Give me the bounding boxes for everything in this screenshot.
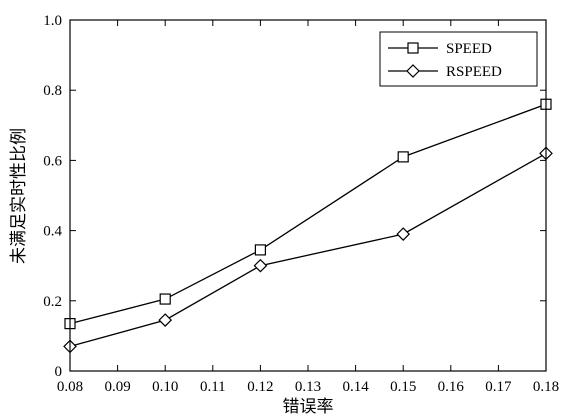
y-tick-label: 0.2	[43, 294, 62, 310]
y-tick-label: 0.8	[43, 83, 62, 99]
x-tick-label: 0.18	[533, 379, 559, 395]
y-tick-label: 1.0	[43, 13, 62, 29]
x-tick-label: 0.15	[390, 379, 416, 395]
data-point-rspeed	[253, 258, 268, 273]
x-tick-label: 0.17	[485, 379, 512, 395]
legend-label-rspeed: RSPEED	[446, 64, 502, 80]
y-tick-label: 0.4	[43, 224, 62, 240]
x-tick-label: 0.11	[200, 379, 226, 395]
y-axis-label: 未满足实时性比例	[9, 128, 28, 264]
tick-labels-layer: 0.08 0.09 0.10 0.11 0.12 0.13 0.14 0.15 0.16 0.17…	[43, 13, 559, 395]
legend-label-speed: SPEED	[446, 41, 492, 57]
data-point-rspeed	[396, 227, 411, 241]
x-tick-label: 0.16	[438, 379, 465, 395]
data-point-rspeed	[158, 313, 173, 327]
legend: SPEED RSPEED	[379, 31, 538, 87]
legend-marker-speed	[407, 42, 419, 54]
x-tick-label: 0.09	[104, 379, 130, 395]
data-point-speed	[159, 293, 171, 305]
x-tick-label: 0.14	[342, 379, 369, 395]
x-tick-label: 0.08	[57, 379, 83, 395]
data-point-speed	[254, 244, 266, 256]
data-point-speed	[397, 151, 409, 163]
y-tick-label: 0	[55, 364, 63, 380]
x-tick-label: 0.12	[247, 379, 273, 395]
legend-marker-rspeed	[406, 64, 420, 78]
x-tick-label: 0.10	[152, 379, 178, 395]
legend-box	[379, 31, 538, 87]
y-tick-label: 0.6	[43, 153, 62, 169]
x-tick-label: 0.13	[295, 379, 321, 395]
x-axis-label: 错误率	[283, 397, 334, 416]
plot-frame	[69, 19, 547, 372]
